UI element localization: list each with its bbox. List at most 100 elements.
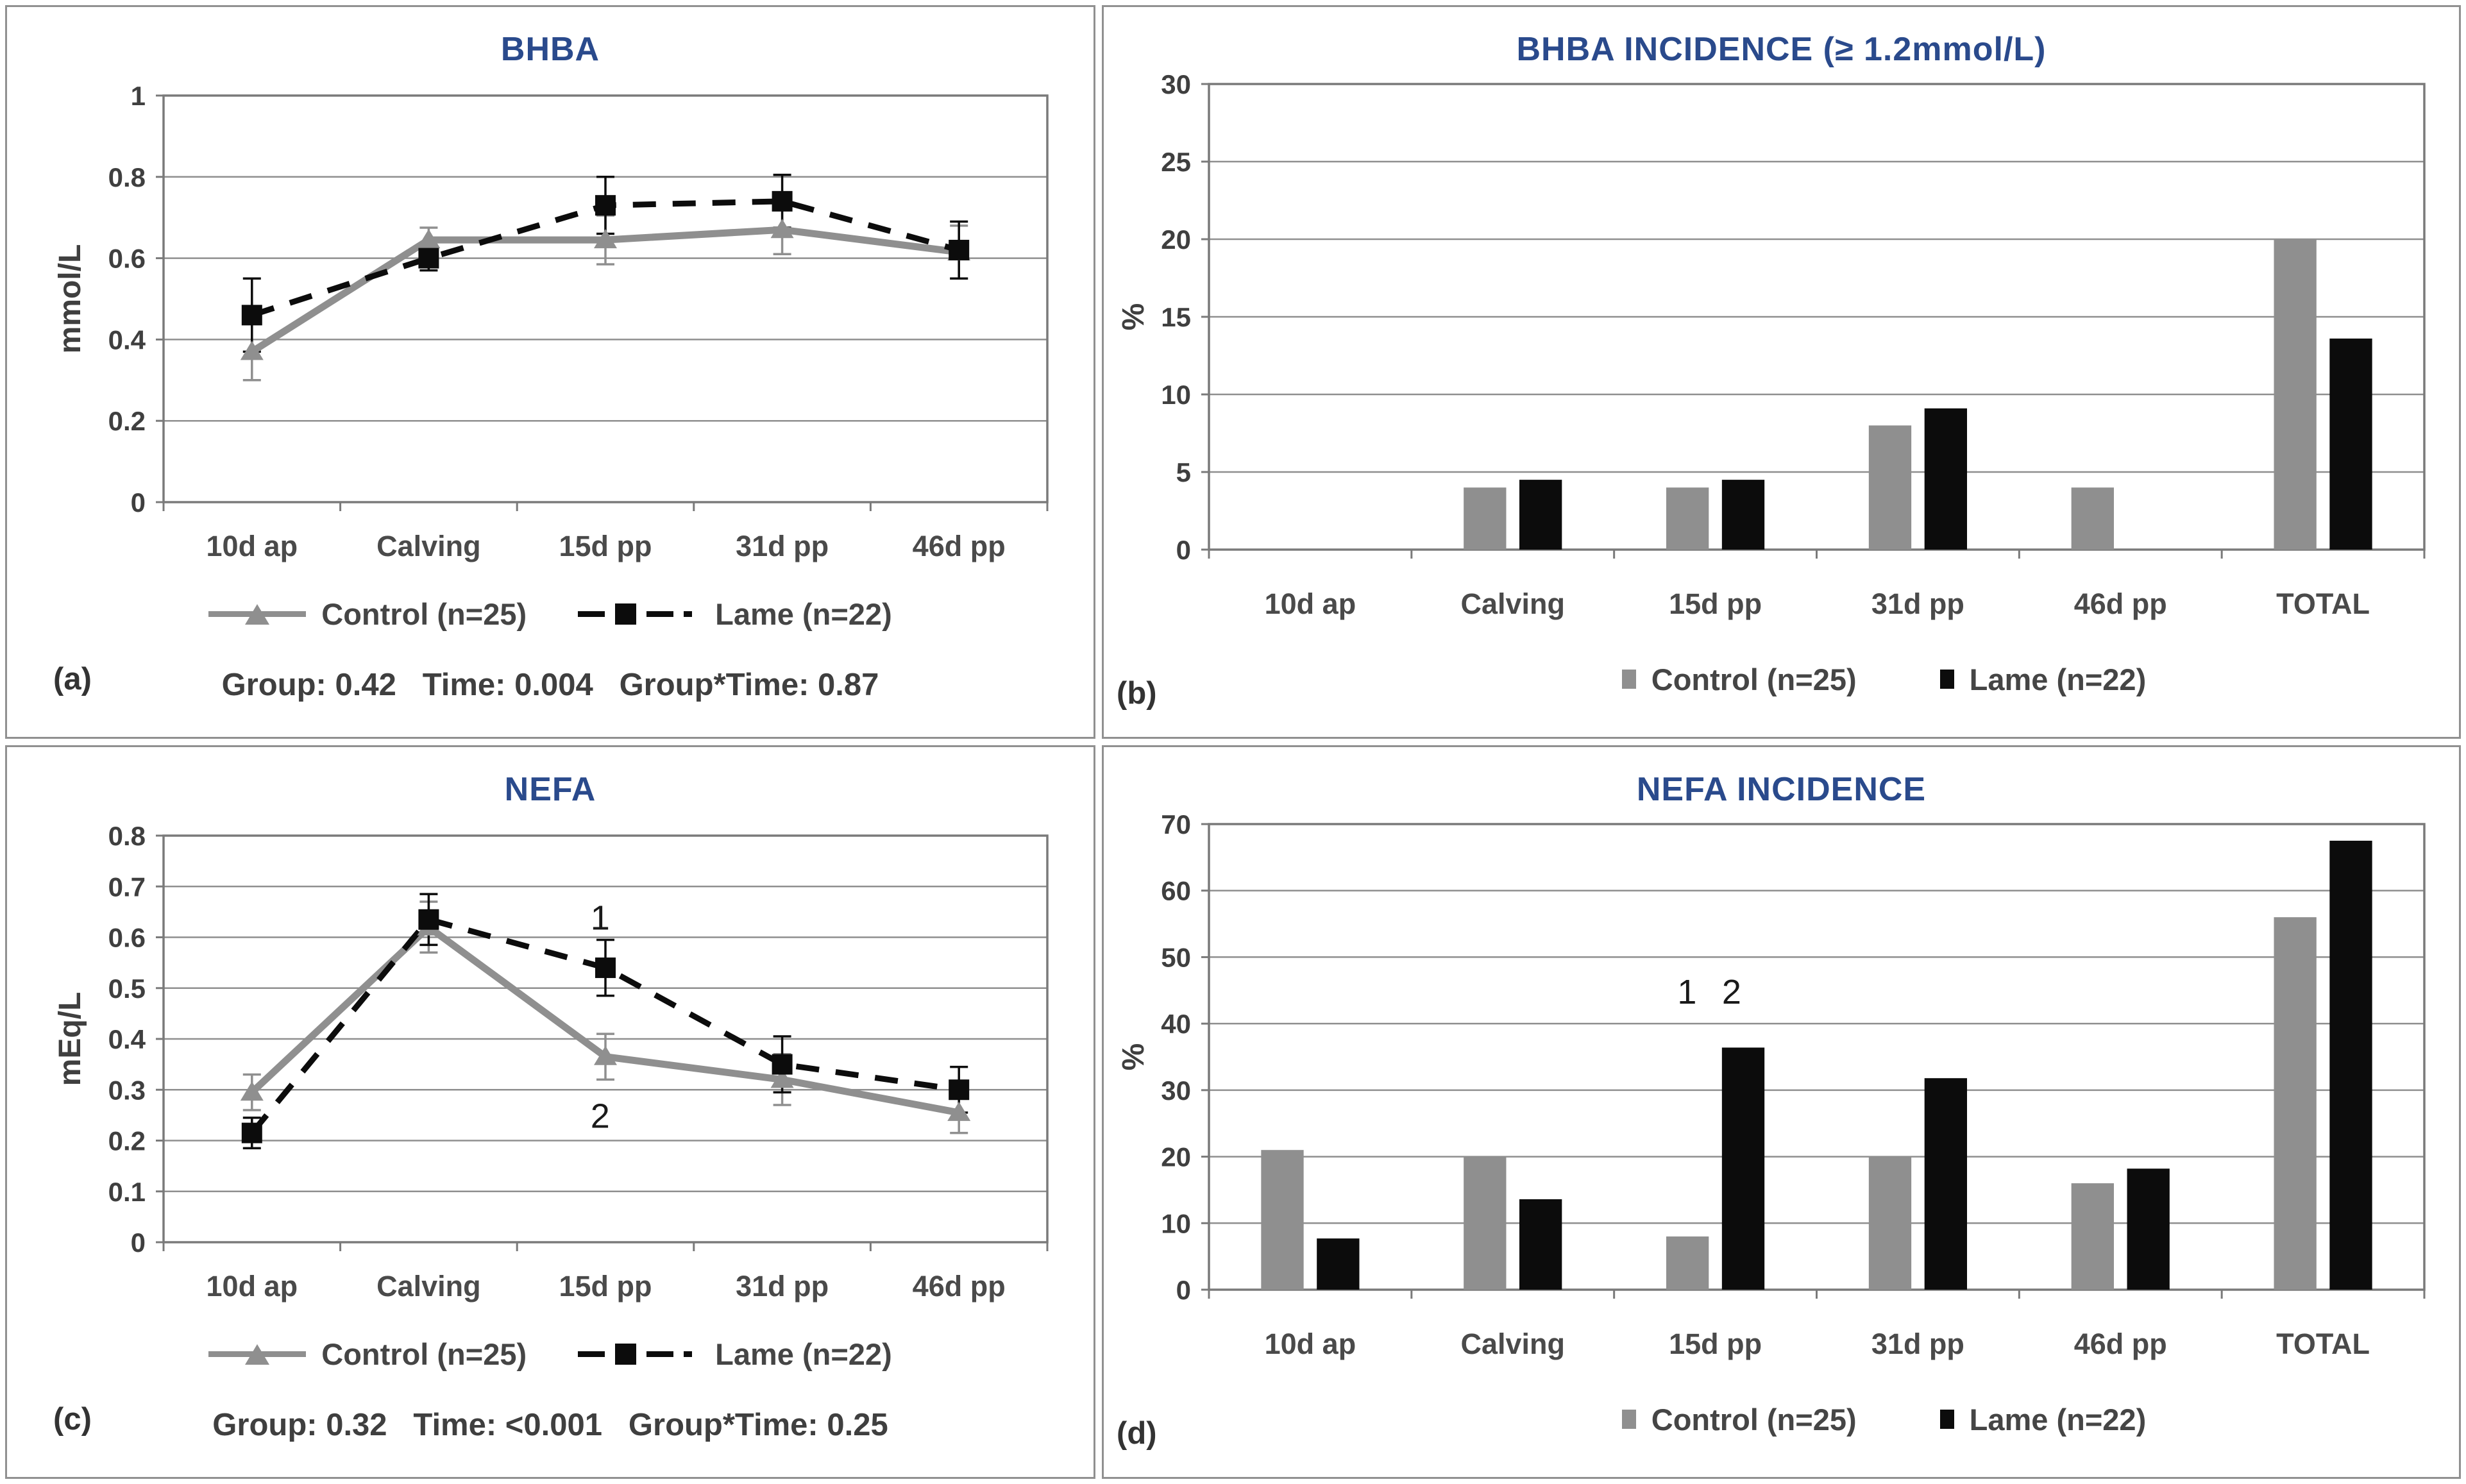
- panel-b-legend: Control (n=25) Lame (n=22): [1318, 634, 2450, 724]
- bar: [1666, 1236, 1709, 1290]
- svg-text:31d pp: 31d pp: [1871, 1328, 1964, 1360]
- y-axis-title: %: [1117, 1043, 1151, 1071]
- legend-item-control: Control (n=25): [208, 596, 527, 632]
- legend-label-control: Control (n=25): [1651, 662, 1857, 696]
- legend-item-lame: Lame (n=22): [1939, 662, 2146, 697]
- bar: [2274, 239, 2317, 550]
- x-axis: 10d ap Calving 15d pp 31d pp 46d pp TOTAL: [1208, 550, 2426, 620]
- legend-item-control: Control (n=25): [1621, 1402, 1857, 1437]
- svg-text:15d pp: 15d pp: [559, 530, 652, 562]
- bar: [1317, 1238, 1360, 1290]
- svg-text:20: 20: [1161, 224, 1191, 255]
- svg-text:46d pp: 46d pp: [913, 530, 1006, 562]
- svg-text:0.5: 0.5: [108, 974, 146, 1004]
- svg-text:15d pp: 15d pp: [559, 1270, 652, 1303]
- svg-text:0.2: 0.2: [108, 406, 146, 436]
- bar: [1924, 408, 1968, 550]
- lame-line-marker-icon: [578, 603, 693, 625]
- series-control: [1261, 917, 2317, 1290]
- svg-text:Calving: Calving: [376, 1270, 481, 1303]
- svg-text:15d pp: 15d pp: [1669, 587, 1762, 620]
- svg-text:10d ap: 10d ap: [207, 1270, 298, 1303]
- bar: [2329, 338, 2372, 550]
- y-axis: 0 10 20 30 40 50 60 70: [1161, 809, 1209, 1305]
- svg-text:31d pp: 31d pp: [736, 530, 829, 562]
- d-plot-svg: 0 10 20 30 40 50 60 70% 10d ap Calving 15d pp 31d p…: [1117, 809, 2426, 1360]
- svg-text:0.6: 0.6: [108, 923, 146, 953]
- plot-area-border: [1208, 823, 2426, 1291]
- nefa-incidence-bar-chart: 0 10 20 30 40 50 60 70% 10d ap Calving 15d pp 31d p…: [1113, 809, 2450, 1374]
- bar: [1868, 425, 1912, 550]
- svg-text:46d pp: 46d pp: [913, 1270, 1006, 1303]
- svg-text:10: 10: [1161, 380, 1191, 410]
- svg-text:40: 40: [1161, 1009, 1191, 1039]
- svg-text:1: 1: [131, 81, 146, 111]
- bhba-incidence-bar-chart: 0 5 10 15 20 25 30% 10d ap Calving 15d pp 31d pp 46…: [1113, 69, 2450, 634]
- panel-c-title: NEFA: [504, 771, 596, 808]
- x-axis: 10d ap Calving 15d pp 31d pp 46d pp: [162, 502, 1049, 562]
- svg-text:10d ap: 10d ap: [1265, 1328, 1356, 1360]
- legend-label-control: Control (n=25): [321, 1336, 527, 1371]
- svg-text:20: 20: [1161, 1142, 1191, 1172]
- svg-text:0: 0: [1176, 535, 1191, 565]
- gridlines: [1209, 83, 2424, 551]
- control-square-icon: [1621, 1410, 1636, 1429]
- svg-text:10d ap: 10d ap: [207, 530, 298, 562]
- panel-a-stats: Group: 0.42 Time: 0.004 Group*Time: 0.87: [221, 668, 879, 702]
- svg-text:70: 70: [1161, 810, 1191, 839]
- y-axis: 0 0.1 0.2 0.3 0.4 0.5 0.6 0.7 0.8: [108, 821, 164, 1258]
- y-axis-title: mEq/L: [53, 992, 87, 1086]
- series-lame: [1519, 338, 2372, 550]
- lame-square-icon: [1939, 1410, 1954, 1429]
- x-axis: 10d ap Calving 15d pp 31d pp 46d pp TOTAL: [1208, 1290, 2426, 1360]
- panel-b-title: BHBA INCIDENCE (≥ 1.2mmol/L): [1516, 31, 2047, 68]
- lame-line-marker-icon: [578, 1344, 693, 1365]
- svg-text:0.8: 0.8: [108, 162, 146, 192]
- markers-lame: [241, 190, 970, 326]
- annotation: 1: [1677, 973, 1696, 1011]
- svg-text:15d pp: 15d pp: [1669, 1328, 1762, 1360]
- panel-d-legend: Control (n=25) Lame (n=22): [1318, 1374, 2450, 1464]
- svg-text:0: 0: [1176, 1275, 1191, 1305]
- bar: [1519, 1199, 1562, 1290]
- legend-label-control: Control (n=25): [321, 596, 527, 631]
- b-plot-svg: 0 5 10 15 20 25 30% 10d ap Calving 15d pp 31d pp 46…: [1117, 69, 2426, 620]
- bar: [1666, 487, 1709, 550]
- bar: [2071, 487, 2114, 550]
- legend-label-lame: Lame (n=22): [715, 1336, 892, 1371]
- markers-lame: [241, 909, 970, 1143]
- series-lame: [1317, 840, 2372, 1290]
- legend-label-lame: Lame (n=22): [715, 596, 892, 631]
- control-line-marker-icon: [208, 604, 307, 625]
- svg-text:25: 25: [1161, 147, 1191, 177]
- svg-text:0.4: 0.4: [108, 1024, 146, 1054]
- legend-item-control: Control (n=25): [1621, 662, 1857, 697]
- panel-c-label: (c): [53, 1402, 92, 1437]
- bar: [1721, 1047, 1765, 1290]
- bar: [1261, 1150, 1304, 1290]
- svg-text:0.3: 0.3: [108, 1075, 146, 1105]
- svg-text:46d pp: 46d pp: [2074, 587, 2167, 620]
- panel-d-title: NEFA INCIDENCE: [1636, 771, 1927, 808]
- legend-item-lame: Lame (n=22): [578, 1336, 892, 1372]
- bhba-line-chart: 0 0.2 0.4 0.6 0.8 1 mmol/L 10d ap Calving 15d pp 3…: [16, 71, 1085, 578]
- bar: [2329, 840, 2372, 1290]
- annotation: 2: [1722, 973, 1741, 1011]
- nefa-line-chart: 0 0.1 0.2 0.3 0.4 0.5 0.6 0.7 0.8 mEq/L 10d ap Calv…: [16, 811, 1085, 1318]
- svg-text:0.2: 0.2: [108, 1126, 146, 1156]
- svg-text:TOTAL: TOTAL: [2276, 587, 2370, 620]
- svg-text:Calving: Calving: [376, 530, 481, 562]
- panel-b-bhba-incidence: BHBA INCIDENCE (≥ 1.2mmol/L) 0 5 10 15 20 25 3…: [1102, 5, 2461, 739]
- svg-text:0.1: 0.1: [108, 1177, 146, 1207]
- y-axis-title: %: [1117, 303, 1151, 331]
- c-plot-svg: 0 0.1 0.2 0.3 0.4 0.5 0.6 0.7 0.8 mEq/L 10d ap Calv…: [53, 821, 1049, 1303]
- bar: [1464, 1156, 1507, 1290]
- bar: [1721, 480, 1765, 550]
- panel-a-label: (a): [53, 662, 92, 696]
- svg-text:0.7: 0.7: [108, 872, 146, 902]
- svg-text:30: 30: [1161, 70, 1191, 99]
- y-axis: 0 5 10 15 20 25 30: [1161, 69, 1209, 565]
- svg-text:31d pp: 31d pp: [1871, 587, 1964, 620]
- legend-label-lame: Lame (n=22): [1969, 1402, 2147, 1437]
